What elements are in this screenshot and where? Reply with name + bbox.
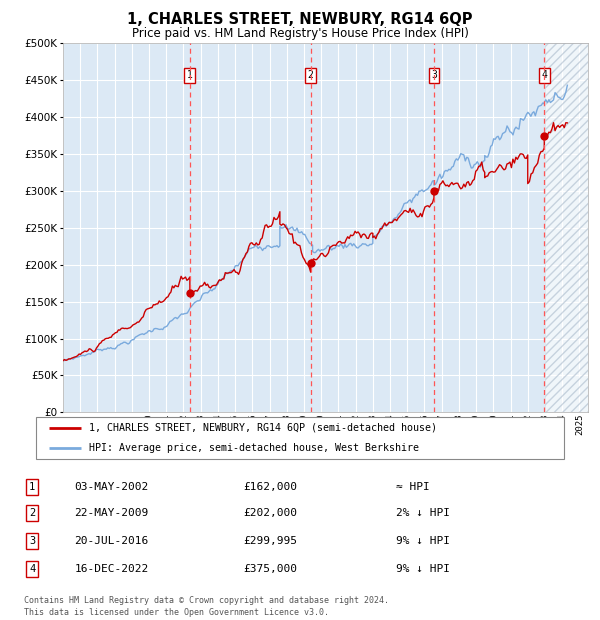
Text: HPI: Average price, semi-detached house, West Berkshire: HPI: Average price, semi-detached house,… — [89, 443, 419, 453]
Text: £202,000: £202,000 — [244, 508, 298, 518]
Text: 3: 3 — [29, 536, 35, 546]
Text: 3: 3 — [431, 70, 437, 80]
Text: 4: 4 — [541, 70, 547, 80]
Text: Price paid vs. HM Land Registry's House Price Index (HPI): Price paid vs. HM Land Registry's House … — [131, 27, 469, 40]
Text: ≈ HPI: ≈ HPI — [396, 482, 430, 492]
Text: 1, CHARLES STREET, NEWBURY, RG14 6QP: 1, CHARLES STREET, NEWBURY, RG14 6QP — [127, 12, 473, 27]
Text: 22-MAY-2009: 22-MAY-2009 — [74, 508, 149, 518]
Text: 20-JUL-2016: 20-JUL-2016 — [74, 536, 149, 546]
Text: 9% ↓ HPI: 9% ↓ HPI — [396, 564, 450, 574]
Text: 2% ↓ HPI: 2% ↓ HPI — [396, 508, 450, 518]
Text: 1: 1 — [187, 70, 193, 80]
Text: 1: 1 — [29, 482, 35, 492]
Text: 2: 2 — [308, 70, 314, 80]
Text: Contains HM Land Registry data © Crown copyright and database right 2024.
This d: Contains HM Land Registry data © Crown c… — [24, 596, 389, 617]
Text: 9% ↓ HPI: 9% ↓ HPI — [396, 536, 450, 546]
Text: 4: 4 — [29, 564, 35, 574]
FancyBboxPatch shape — [36, 417, 564, 459]
Text: £162,000: £162,000 — [244, 482, 298, 492]
Text: 2: 2 — [29, 508, 35, 518]
Text: 03-MAY-2002: 03-MAY-2002 — [74, 482, 149, 492]
Text: £299,995: £299,995 — [244, 536, 298, 546]
Text: 1, CHARLES STREET, NEWBURY, RG14 6QP (semi-detached house): 1, CHARLES STREET, NEWBURY, RG14 6QP (se… — [89, 423, 437, 433]
Text: £375,000: £375,000 — [244, 564, 298, 574]
Text: 16-DEC-2022: 16-DEC-2022 — [74, 564, 149, 574]
